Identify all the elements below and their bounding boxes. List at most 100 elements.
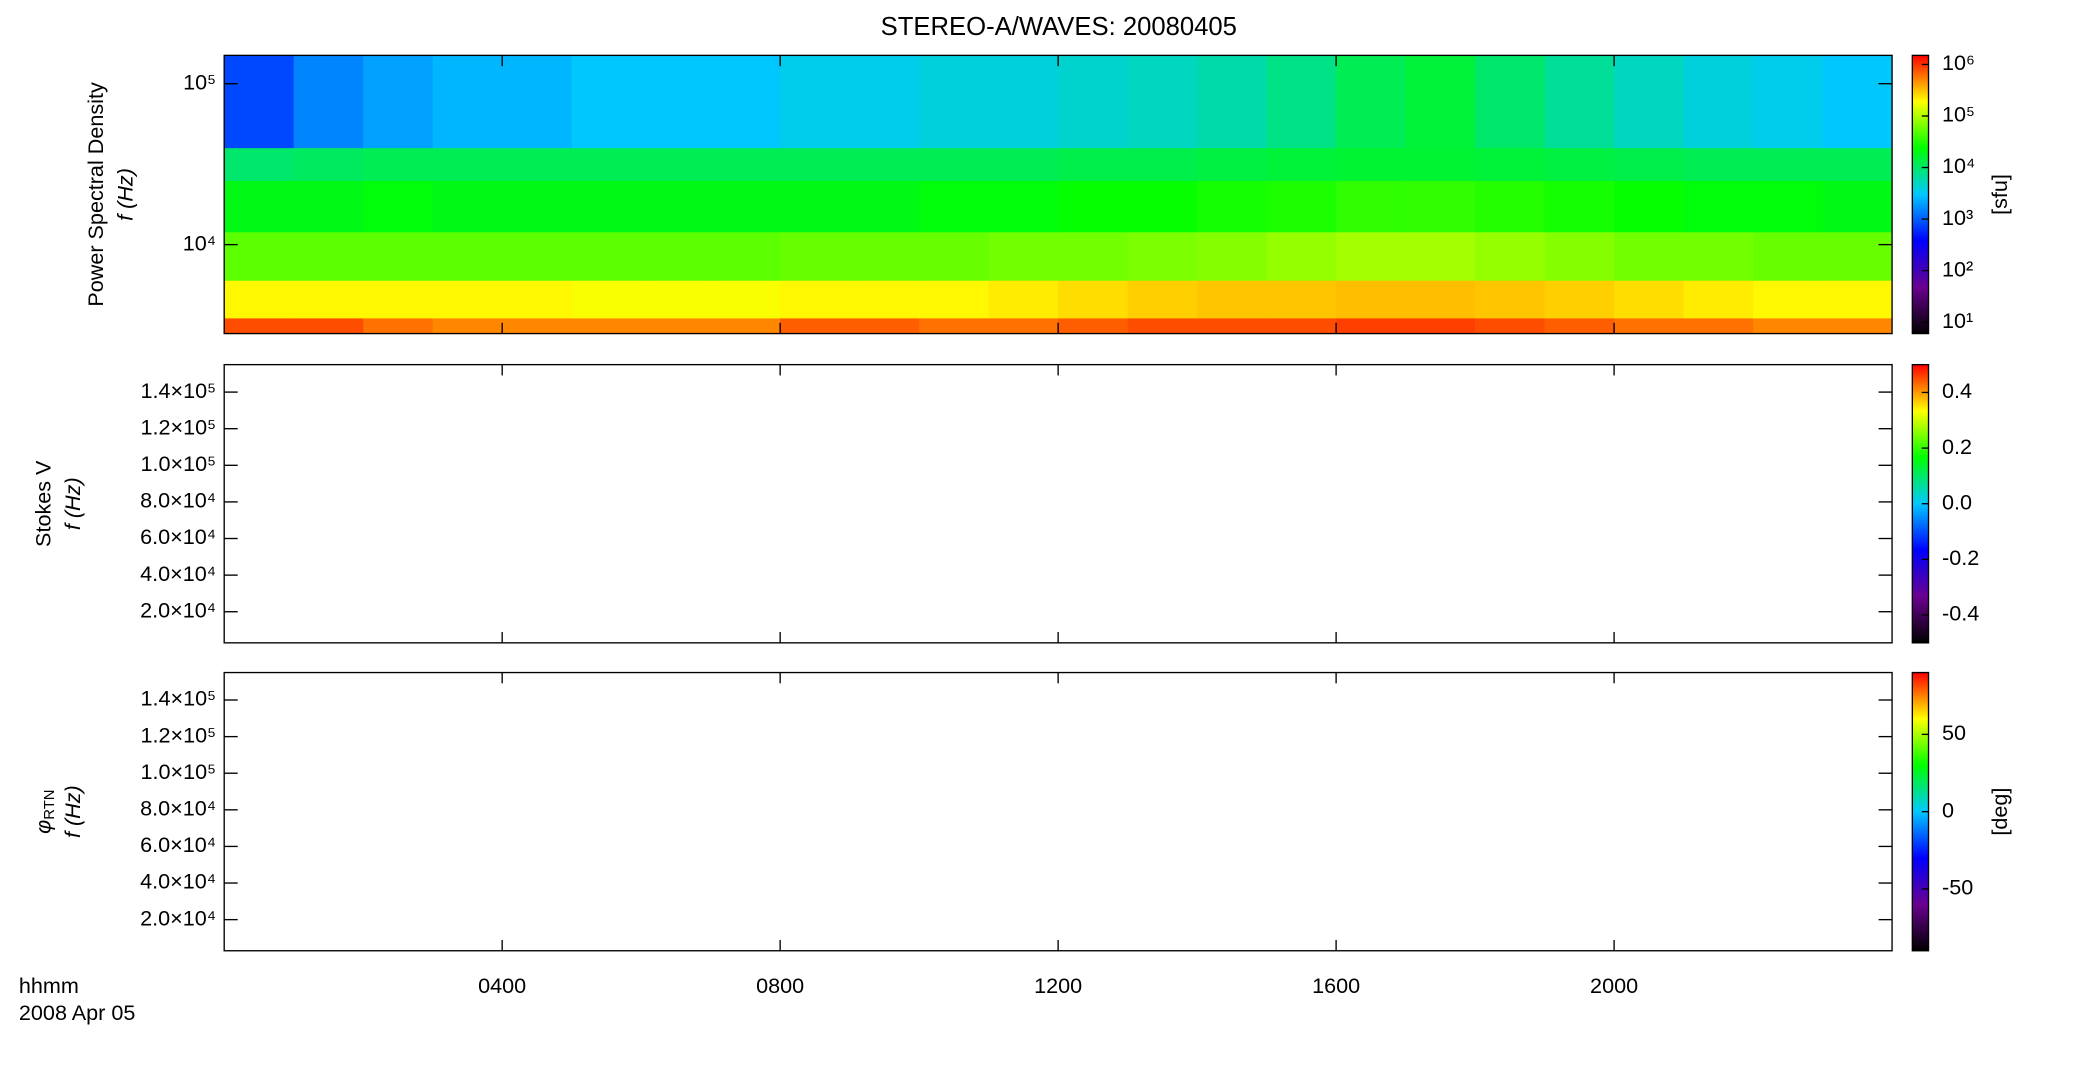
heatmap-cell — [919, 317, 990, 334]
heatmap-cell — [988, 180, 1059, 233]
y-tick-label: 2.0×10⁴ — [140, 597, 216, 622]
x-tick-label: 0800 — [756, 973, 804, 998]
y-tick-label: 8.0×10⁴ — [140, 488, 216, 513]
heatmap-cell — [1544, 180, 1615, 233]
heatmap-cell — [1127, 231, 1198, 281]
heatmap-cell — [1475, 280, 1545, 319]
x-axis-label: hhmm — [19, 973, 79, 998]
heatmap-cell — [1405, 180, 1476, 233]
heatmap-cell — [1753, 231, 1823, 281]
heatmap-cell — [1197, 317, 1268, 334]
heatmap-cell — [780, 55, 851, 149]
heatmap-cell — [1127, 180, 1198, 233]
x-tick-label: 2000 — [1590, 973, 1638, 998]
heatmap-cell — [502, 55, 573, 149]
heatmap-cell — [1197, 147, 1268, 181]
heatmap-cell — [1405, 231, 1476, 281]
colorbar-tick-label: -50 — [1942, 875, 1973, 900]
heatmap-cell — [224, 280, 295, 319]
heatmap-cell — [1058, 280, 1129, 319]
heatmap-cell — [502, 147, 573, 181]
heatmap-cell — [224, 55, 295, 149]
heatmap-cell — [1266, 231, 1337, 281]
heatmap-cell — [571, 231, 642, 281]
y-tick-label: 1.4×10⁵ — [140, 378, 216, 403]
heatmap-cell — [919, 280, 990, 319]
heatmap-cell — [1058, 317, 1129, 334]
heatmap-cell — [1614, 280, 1684, 319]
heatmap-cell — [1336, 147, 1407, 181]
heatmap-cell — [1197, 180, 1268, 233]
heatmap-cell — [363, 231, 434, 281]
heatmap-cell — [571, 147, 642, 181]
colorbar-tick-label: 10⁶ — [1942, 50, 1975, 75]
colorbar-tick-label: 0.0 — [1942, 489, 1972, 514]
heatmap-cell — [1683, 231, 1754, 281]
colorbar-tick-label: 10⁴ — [1942, 153, 1975, 178]
y-tick-label: 1.0×10⁵ — [140, 759, 216, 784]
colorbar-tick-label: 10¹ — [1942, 308, 1973, 333]
heatmap-cell — [1614, 180, 1684, 233]
colorbar-tick-label: 50 — [1942, 720, 1966, 745]
heatmap-cell — [363, 317, 434, 334]
y-tick-label: 8.0×10⁴ — [140, 796, 216, 821]
heatmap-cell — [224, 147, 295, 181]
y-tick-label: 2.0×10⁴ — [140, 905, 216, 930]
heatmap-cell — [293, 180, 364, 233]
colorbar-tick-label: 10⁵ — [1942, 102, 1975, 127]
y-axis-label-main: Stokes V — [30, 460, 55, 547]
heatmap-cell — [571, 180, 642, 233]
heatmap-cell — [1058, 231, 1129, 281]
heatmap-cell — [293, 280, 364, 319]
colorbar-tick-label: 10³ — [1942, 205, 1973, 230]
heatmap-cell — [363, 280, 434, 319]
heatmap-cell — [1475, 55, 1545, 149]
heatmap-cell — [1266, 280, 1337, 319]
heatmap-cell — [1683, 147, 1754, 181]
heatmap-cell — [988, 231, 1059, 281]
heatmap-cell — [849, 280, 920, 319]
heatmap-cell — [1336, 231, 1407, 281]
y-tick-label: 1.2×10⁵ — [140, 722, 216, 747]
heatmap-cell — [293, 55, 364, 149]
heatmap-cell — [1197, 280, 1268, 319]
heatmap-cell — [1753, 55, 1823, 149]
heatmap-cell — [1058, 55, 1129, 149]
heatmap-cell — [1683, 180, 1754, 233]
heatmap-cell — [293, 317, 364, 334]
heatmap-cell — [1127, 317, 1198, 334]
heatmap-cell — [1405, 280, 1476, 319]
heatmap-cell — [710, 317, 781, 334]
colorbar-tick-label: 10² — [1942, 256, 1973, 281]
heatmap-cell — [988, 147, 1059, 181]
heatmap-cell — [1127, 280, 1198, 319]
heatmap-cell — [1753, 147, 1823, 181]
heatmap-cell — [641, 231, 712, 281]
heatmap-cell — [432, 55, 503, 149]
heatmap-cell — [363, 147, 434, 181]
y-axis-label-2: f (Hz) — [60, 785, 85, 838]
heatmap-cell — [224, 317, 295, 334]
y-axis-label: Power Spectral Density — [83, 82, 108, 307]
heatmap-cell — [502, 317, 573, 334]
heatmap-cell — [1544, 147, 1615, 181]
heatmap-cell — [1544, 317, 1615, 334]
x-axis-label-2: 2008 Apr 05 — [19, 1000, 135, 1025]
heatmap-cell — [1266, 180, 1337, 233]
heatmap-cell — [432, 180, 503, 233]
y-axis-label-main: φ — [30, 820, 55, 834]
heatmap-cell — [363, 55, 434, 149]
heatmap-cell — [1405, 317, 1476, 334]
y-tick-label: 4.0×10⁴ — [140, 561, 216, 586]
y-tick-label: 1.4×10⁵ — [140, 686, 216, 711]
heatmap-cell — [1336, 317, 1407, 334]
colorbar-tick-label: 0.4 — [1942, 378, 1972, 403]
heatmap-cell — [849, 180, 920, 233]
heatmap-cell — [1822, 280, 1893, 319]
heatmap-cell — [1266, 55, 1337, 149]
colorbar — [1911, 54, 1930, 335]
colorbar-tick-label: -0.2 — [1942, 545, 1979, 570]
heatmap-cell — [641, 280, 712, 319]
colorbar-tick-label: 0 — [1942, 797, 1954, 822]
y-axis-label-2: f (Hz) — [60, 477, 85, 530]
